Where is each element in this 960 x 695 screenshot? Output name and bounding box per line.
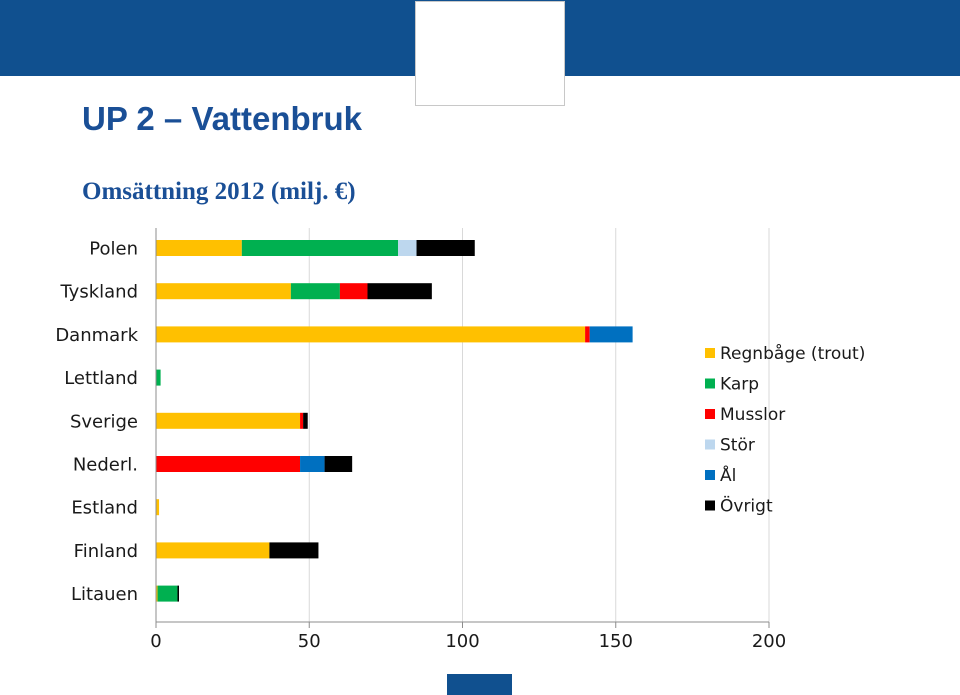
bar-segment [156, 326, 586, 343]
bar-segment [156, 499, 160, 516]
bar-segment [241, 240, 399, 256]
x-tick-label: 0 [150, 631, 161, 652]
category-label: Estland [71, 498, 138, 519]
legend-label: Regnbåge (trout) [720, 343, 865, 364]
legend-label: Musslor [720, 405, 785, 425]
category-label: Sverige [70, 411, 138, 432]
bar-segment [339, 283, 368, 300]
bar-segment [290, 283, 340, 300]
category-label: Finland [74, 541, 138, 562]
legend-swatch [705, 500, 715, 511]
footer-tab [447, 674, 512, 695]
logo-placeholder [415, 1, 565, 106]
x-tick-label: 200 [752, 631, 786, 652]
legend-swatch [705, 470, 715, 480]
bar-segment [156, 283, 291, 300]
slide-title: UP 2 – Vattenbruk [82, 100, 363, 137]
bars [155, 228, 633, 622]
legend-swatch [705, 348, 715, 358]
legend-label: Ål [720, 464, 736, 486]
category-label: Tyskland [59, 282, 138, 303]
category-label: Lettland [64, 368, 138, 389]
legend: Regnbåge (trout) Karp Musslor Stör Ål Övrigt [705, 343, 865, 517]
bar-segment [300, 456, 325, 472]
x-tick-label: 50 [298, 631, 321, 652]
legend-swatch [705, 378, 715, 389]
bar-segment [367, 283, 432, 300]
chart-subtitle: Omsättning 2012 (milj. €) [82, 178, 356, 205]
bar-segment [156, 369, 161, 386]
bar-segment [156, 542, 270, 559]
bar-segment [156, 240, 242, 256]
bar-segment [300, 412, 304, 429]
category-label: Nederl. [73, 455, 138, 476]
bar-segment [589, 326, 633, 343]
bar-segment [156, 456, 301, 472]
legend-label: Övrigt [720, 495, 773, 517]
bar-segment [416, 240, 475, 256]
legend-swatch [705, 409, 715, 419]
category-label: Polen [89, 239, 138, 260]
legend-swatch [705, 439, 715, 450]
category-label: Danmark [55, 325, 138, 346]
category-labels: Polen Tyskland Danmark Lettland Sverige Neder… [55, 239, 138, 606]
bar-segment [177, 585, 179, 602]
bar-segment [585, 326, 590, 343]
category-label: Litauen [71, 584, 138, 605]
bar-segment [156, 585, 158, 602]
bar-segment [324, 456, 353, 472]
bar-segment [303, 412, 308, 429]
legend-label: Karp [720, 375, 759, 395]
bar-segment [269, 542, 319, 559]
bar-segment [398, 240, 417, 256]
x-tick-label: 100 [445, 631, 479, 652]
x-axis-ticks: 0 50 100 150 200 [150, 621, 786, 652]
legend-label: Stör [720, 436, 755, 456]
x-tick-label: 150 [599, 631, 633, 652]
bar-segment [156, 412, 301, 429]
bar-segment [157, 585, 178, 602]
